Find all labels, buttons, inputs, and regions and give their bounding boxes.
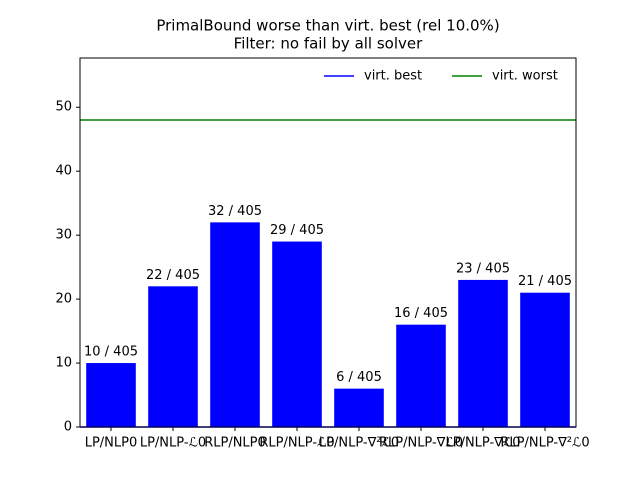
value-label: 32 / 405 — [208, 204, 262, 219]
y-tick-label: 20 — [55, 292, 72, 307]
chart-title: PrimalBound worse than virt. best (rel 1… — [156, 17, 499, 35]
x-tick-label: LP/NLP-∇²ℒ0 — [319, 436, 399, 451]
x-tick-label: RLP/NLP0 — [204, 436, 266, 451]
value-label: 23 / 405 — [456, 261, 510, 276]
x-tick-label: LP/NLP0 — [85, 436, 138, 451]
bar — [458, 279, 508, 427]
legend-label: virt. worst — [492, 69, 558, 84]
bar — [334, 388, 384, 427]
x-tick-label: RLP/NLP-∇²ℒ0 — [500, 436, 589, 451]
bar — [210, 222, 260, 427]
value-label: 21 / 405 — [518, 274, 572, 289]
plot-frame — [79, 57, 577, 428]
value-label: 6 / 405 — [336, 370, 382, 385]
value-label: 10 / 405 — [84, 345, 138, 360]
bar — [148, 286, 198, 427]
y-tick-label: 50 — [55, 100, 72, 115]
y-tick-label: 40 — [55, 164, 72, 179]
bar — [86, 363, 136, 427]
value-label: 16 / 405 — [394, 306, 448, 321]
x-tick-label: LP/NLP-∇ℒ0 — [445, 436, 520, 451]
value-label: 29 / 405 — [270, 223, 324, 238]
y-tick-label: 0 — [64, 420, 72, 435]
x-tick-label: LP/NLP-ℒ0 — [140, 436, 206, 451]
bar — [396, 324, 446, 427]
x-tick-label: RLP/NLP-∇ℒ0 — [379, 436, 463, 451]
bar — [520, 292, 570, 427]
chart-subtitle: Filter: no fail by all solver — [234, 35, 423, 53]
bar — [272, 241, 322, 427]
x-tick-label: RLP/NLP-ℒ0 — [259, 436, 334, 451]
y-tick-label: 10 — [55, 356, 72, 371]
y-tick-label: 30 — [55, 228, 72, 243]
legend-label: virt. best — [364, 69, 422, 84]
value-label: 22 / 405 — [146, 268, 200, 283]
